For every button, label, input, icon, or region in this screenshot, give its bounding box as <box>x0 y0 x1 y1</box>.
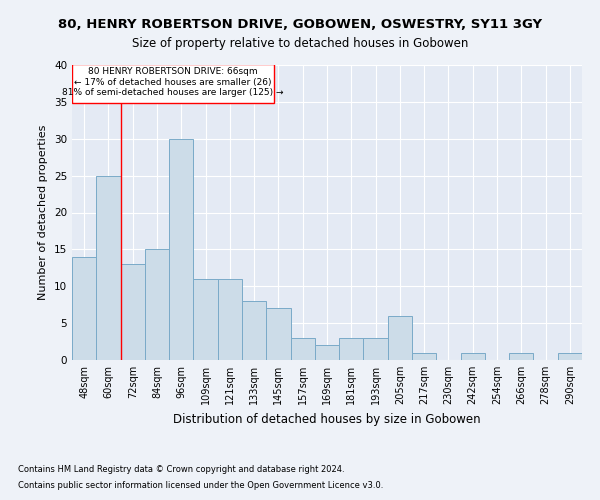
Text: 80, HENRY ROBERTSON DRIVE, GOBOWEN, OSWESTRY, SY11 3GY: 80, HENRY ROBERTSON DRIVE, GOBOWEN, OSWE… <box>58 18 542 30</box>
Text: 80 HENRY ROBERTSON DRIVE: 66sqm: 80 HENRY ROBERTSON DRIVE: 66sqm <box>88 67 257 76</box>
Text: 81% of semi-detached houses are larger (125) →: 81% of semi-detached houses are larger (… <box>62 88 284 97</box>
Bar <box>218 279 242 360</box>
Bar <box>290 338 315 360</box>
Bar <box>558 352 582 360</box>
Bar <box>509 352 533 360</box>
Text: Contains HM Land Registry data © Crown copyright and database right 2024.: Contains HM Land Registry data © Crown c… <box>18 466 344 474</box>
X-axis label: Distribution of detached houses by size in Gobowen: Distribution of detached houses by size … <box>173 412 481 426</box>
Bar <box>412 352 436 360</box>
Bar <box>315 345 339 360</box>
Bar <box>339 338 364 360</box>
Bar <box>388 316 412 360</box>
Bar <box>193 279 218 360</box>
Bar <box>169 138 193 360</box>
Bar <box>121 264 145 360</box>
Bar <box>96 176 121 360</box>
Bar <box>242 301 266 360</box>
Bar <box>72 257 96 360</box>
Text: Size of property relative to detached houses in Gobowen: Size of property relative to detached ho… <box>132 38 468 51</box>
FancyBboxPatch shape <box>72 64 274 104</box>
Text: ← 17% of detached houses are smaller (26): ← 17% of detached houses are smaller (26… <box>74 78 272 86</box>
Bar <box>266 308 290 360</box>
Bar <box>364 338 388 360</box>
Bar <box>145 250 169 360</box>
Text: Contains public sector information licensed under the Open Government Licence v3: Contains public sector information licen… <box>18 480 383 490</box>
Y-axis label: Number of detached properties: Number of detached properties <box>38 125 49 300</box>
Bar <box>461 352 485 360</box>
